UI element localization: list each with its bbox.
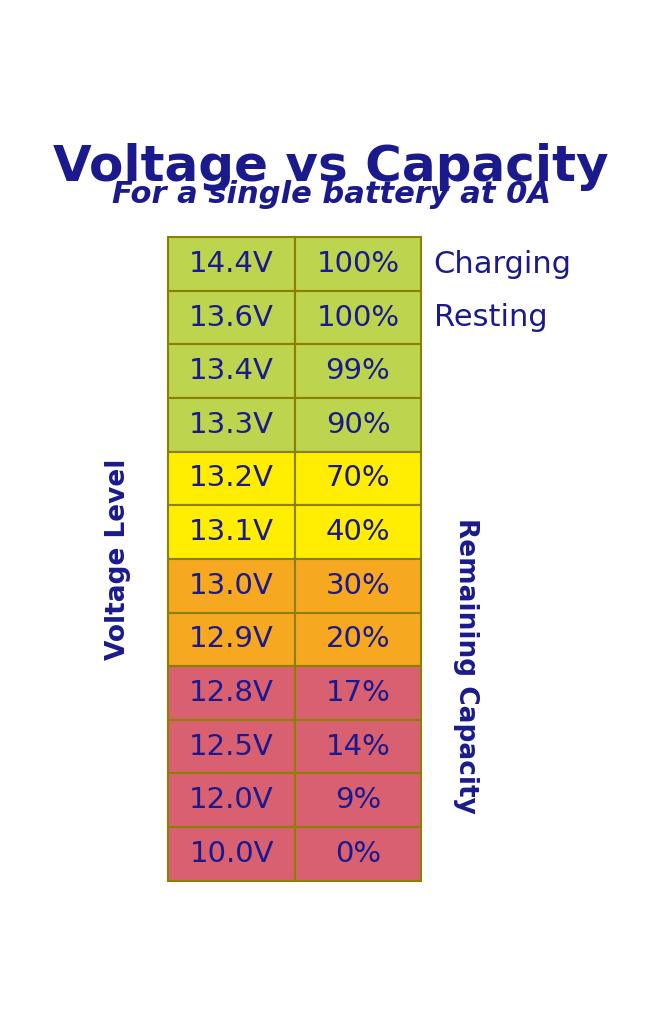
Bar bbox=[169, 344, 295, 398]
Text: 13.4V: 13.4V bbox=[189, 357, 274, 385]
Text: 0%: 0% bbox=[335, 840, 381, 867]
Text: 13.2V: 13.2V bbox=[189, 465, 274, 493]
Bar bbox=[295, 612, 421, 667]
Bar bbox=[169, 559, 295, 612]
Text: 12.8V: 12.8V bbox=[189, 679, 274, 707]
Text: 12.5V: 12.5V bbox=[189, 732, 274, 761]
Text: 12.9V: 12.9V bbox=[189, 626, 274, 653]
Text: Voltage Level: Voltage Level bbox=[105, 458, 131, 659]
Text: 9%: 9% bbox=[335, 786, 381, 814]
Text: Voltage vs Capacity: Voltage vs Capacity bbox=[53, 142, 609, 190]
Bar bbox=[169, 667, 295, 720]
Text: 30%: 30% bbox=[326, 571, 390, 600]
Text: 20%: 20% bbox=[326, 626, 390, 653]
Text: 90%: 90% bbox=[326, 411, 390, 439]
Text: Resting: Resting bbox=[433, 303, 547, 332]
Bar bbox=[295, 238, 421, 291]
Text: 13.0V: 13.0V bbox=[189, 571, 274, 600]
Text: 99%: 99% bbox=[326, 357, 390, 385]
Text: 13.3V: 13.3V bbox=[189, 411, 274, 439]
Text: 10.0V: 10.0V bbox=[189, 840, 274, 867]
Text: Charging: Charging bbox=[433, 250, 572, 279]
Bar bbox=[295, 720, 421, 773]
Text: 40%: 40% bbox=[326, 518, 390, 546]
Bar bbox=[295, 344, 421, 398]
Text: 12.0V: 12.0V bbox=[189, 786, 274, 814]
Bar bbox=[295, 398, 421, 452]
Bar bbox=[169, 612, 295, 667]
Bar bbox=[295, 773, 421, 827]
Bar bbox=[169, 238, 295, 291]
Bar bbox=[169, 773, 295, 827]
Bar bbox=[295, 452, 421, 505]
Bar bbox=[295, 667, 421, 720]
Bar bbox=[169, 291, 295, 344]
Bar bbox=[169, 827, 295, 881]
Bar bbox=[169, 505, 295, 559]
Text: 17%: 17% bbox=[326, 679, 390, 707]
Bar bbox=[169, 398, 295, 452]
Text: Remaining Capacity: Remaining Capacity bbox=[453, 518, 479, 814]
Text: 14.4V: 14.4V bbox=[189, 250, 274, 279]
Text: 14%: 14% bbox=[326, 732, 390, 761]
Bar bbox=[295, 291, 421, 344]
Bar bbox=[169, 720, 295, 773]
Bar bbox=[295, 827, 421, 881]
Text: 100%: 100% bbox=[317, 304, 399, 332]
Bar bbox=[169, 452, 295, 505]
Text: 70%: 70% bbox=[326, 465, 390, 493]
Bar bbox=[295, 505, 421, 559]
Text: 100%: 100% bbox=[317, 250, 399, 279]
Text: 13.1V: 13.1V bbox=[189, 518, 274, 546]
Text: 13.6V: 13.6V bbox=[189, 304, 274, 332]
Text: For a single battery at 0A: For a single battery at 0A bbox=[112, 179, 550, 209]
Bar bbox=[295, 559, 421, 612]
